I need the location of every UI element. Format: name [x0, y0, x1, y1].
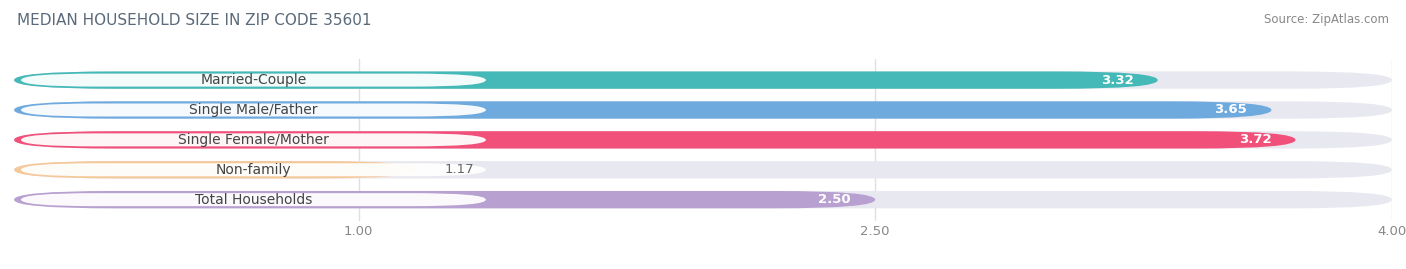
- Text: 2.50: 2.50: [818, 193, 851, 206]
- FancyBboxPatch shape: [21, 104, 486, 116]
- FancyBboxPatch shape: [14, 191, 1392, 208]
- FancyBboxPatch shape: [14, 72, 1157, 89]
- Text: MEDIAN HOUSEHOLD SIZE IN ZIP CODE 35601: MEDIAN HOUSEHOLD SIZE IN ZIP CODE 35601: [17, 13, 371, 29]
- FancyBboxPatch shape: [21, 193, 486, 206]
- FancyBboxPatch shape: [14, 101, 1392, 119]
- Text: Non-family: Non-family: [215, 163, 291, 177]
- FancyBboxPatch shape: [21, 133, 486, 146]
- Text: 1.17: 1.17: [444, 163, 474, 176]
- Text: 3.32: 3.32: [1101, 74, 1133, 87]
- Text: Married-Couple: Married-Couple: [200, 73, 307, 87]
- FancyBboxPatch shape: [21, 163, 486, 176]
- Text: 3.72: 3.72: [1239, 133, 1271, 146]
- FancyBboxPatch shape: [14, 131, 1392, 148]
- FancyBboxPatch shape: [14, 161, 418, 178]
- Text: Single Female/Mother: Single Female/Mother: [179, 133, 329, 147]
- FancyBboxPatch shape: [14, 72, 1392, 89]
- FancyBboxPatch shape: [14, 161, 1392, 178]
- Text: 3.65: 3.65: [1215, 104, 1247, 116]
- FancyBboxPatch shape: [14, 101, 1271, 119]
- FancyBboxPatch shape: [21, 74, 486, 87]
- Text: Single Male/Father: Single Male/Father: [190, 103, 318, 117]
- FancyBboxPatch shape: [14, 131, 1295, 148]
- Text: Source: ZipAtlas.com: Source: ZipAtlas.com: [1264, 13, 1389, 26]
- Text: Total Households: Total Households: [195, 193, 312, 207]
- FancyBboxPatch shape: [14, 191, 875, 208]
